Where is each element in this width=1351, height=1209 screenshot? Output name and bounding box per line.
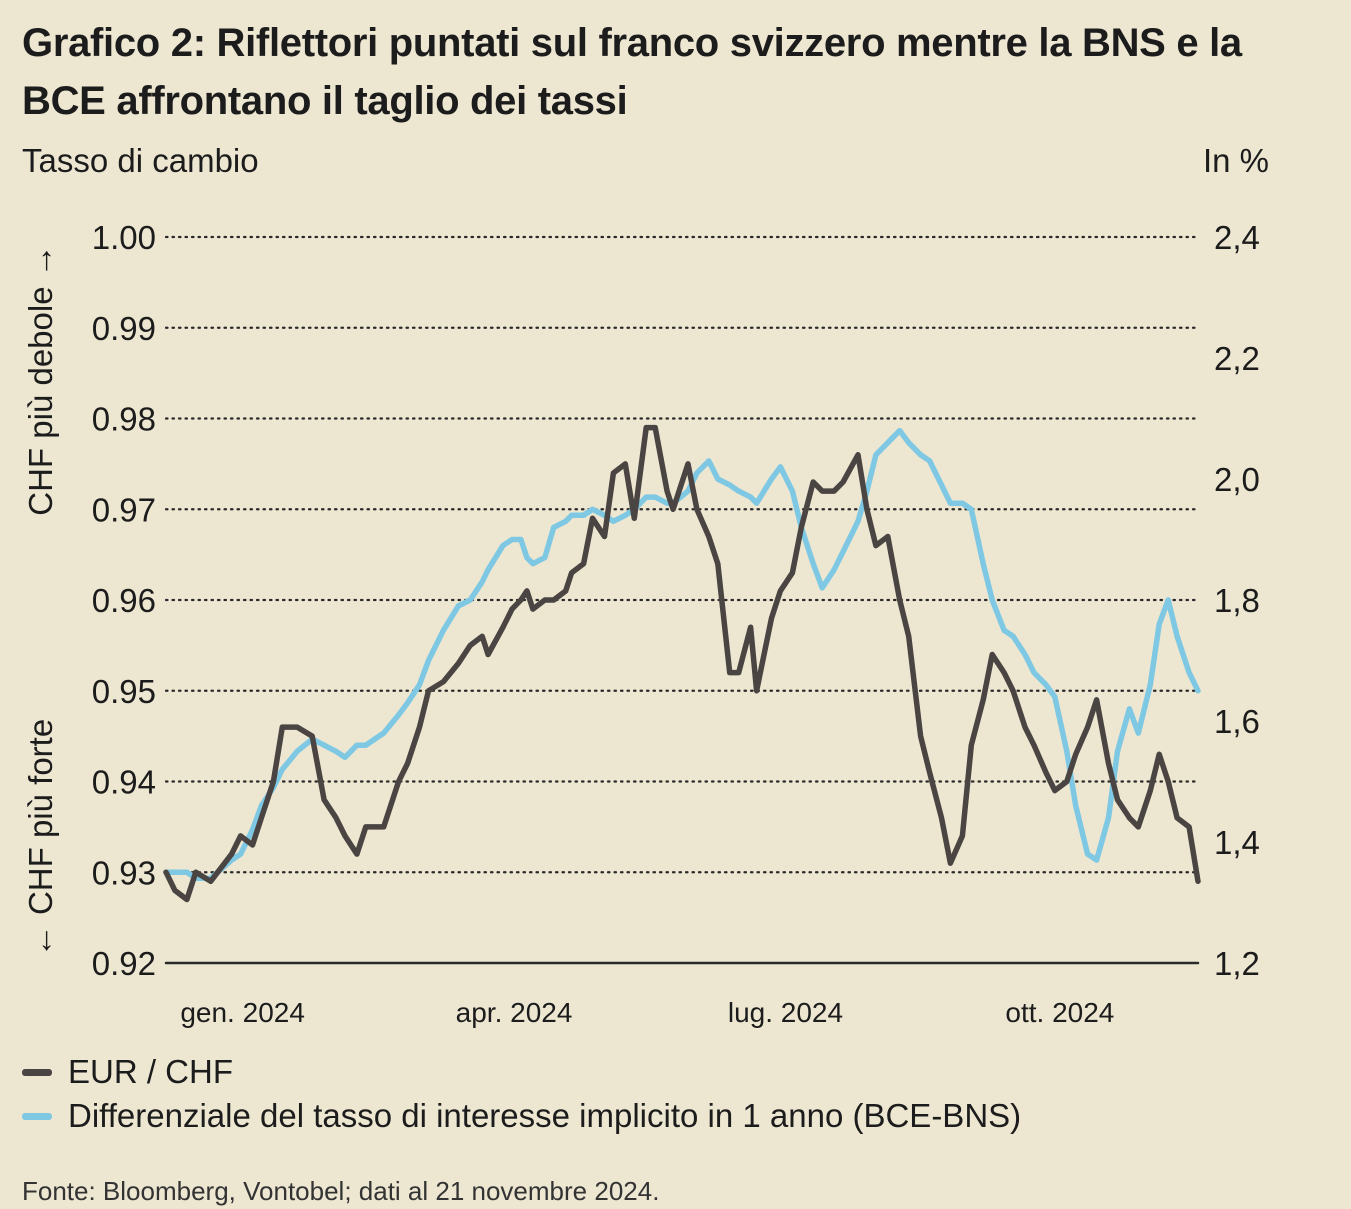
right-tick-label: 2,0 (1214, 461, 1260, 498)
left-tick-label: 0.96 (92, 582, 156, 619)
series-layer (163, 424, 1201, 903)
series-line-eurchf (163, 424, 1201, 903)
right-tick-label: 1,4 (1214, 824, 1260, 861)
left-tick-label: 0.98 (92, 401, 156, 438)
left-axis-label-weaker: CHF più debole → (22, 244, 59, 515)
legend-swatch-differential (22, 1112, 52, 1120)
x-tick-label: apr. 2024 (456, 997, 573, 1028)
left-tick-label: 0.97 (92, 491, 156, 528)
right-axis-ticks: 1,2 1,4 1,6 1,8 2,0 2,2 2,4 (1214, 219, 1260, 982)
right-tick-label: 2,2 (1214, 340, 1260, 377)
left-tick-label: 0.92 (92, 945, 156, 982)
x-tick-label: ott. 2024 (1005, 997, 1114, 1028)
legend-swatch-eurchf (22, 1068, 52, 1076)
x-axis-ticks: gen. 2024 apr. 2024 lug. 2024 ott. 2024 (180, 997, 1114, 1028)
series-line-differential (163, 427, 1201, 882)
legend: EUR / CHF Differenziale del tasso di int… (22, 1050, 1021, 1138)
right-tick-label: 1,2 (1214, 945, 1260, 982)
left-axis-unit: Tasso di cambio (22, 142, 259, 179)
chart-canvas: 0.92 0.93 0.94 0.95 0.96 0.97 0.98 0.99 1.00 1,2… (22, 219, 1260, 1028)
legend-item-eurchf: EUR / CHF (22, 1050, 1021, 1094)
left-axis-label-stronger: ← CHF più forte (22, 719, 59, 957)
left-tick-label: 0.94 (92, 764, 156, 801)
left-tick-label: 0.95 (92, 673, 156, 710)
left-tick-label: 0.99 (92, 310, 156, 347)
right-tick-label: 2,4 (1214, 219, 1260, 256)
grid-lines (164, 235, 1200, 965)
legend-item-differential: Differenziale del tasso di interesse imp… (22, 1094, 1021, 1138)
left-axis-ticks: 0.92 0.93 0.94 0.95 0.96 0.97 0.98 0.99 1.00 (92, 219, 156, 982)
left-tick-label: 0.93 (92, 854, 156, 891)
x-tick-label: lug. 2024 (728, 997, 843, 1028)
right-axis-unit: In % (1202, 142, 1269, 179)
right-tick-label: 1,6 (1214, 703, 1260, 740)
x-tick-label: gen. 2024 (180, 997, 305, 1028)
source-note: Fonte: Bloomberg, Vontobel; dati al 21 n… (22, 1176, 660, 1206)
left-tick-label: 1.00 (92, 219, 156, 256)
chart-title: Grafico 2: Riflettori puntati sul franco… (22, 21, 1242, 123)
right-tick-label: 1,8 (1214, 582, 1260, 619)
legend-label-eurchf: EUR / CHF (68, 1053, 233, 1090)
legend-label-differential: Differenziale del tasso di interesse imp… (68, 1097, 1022, 1134)
